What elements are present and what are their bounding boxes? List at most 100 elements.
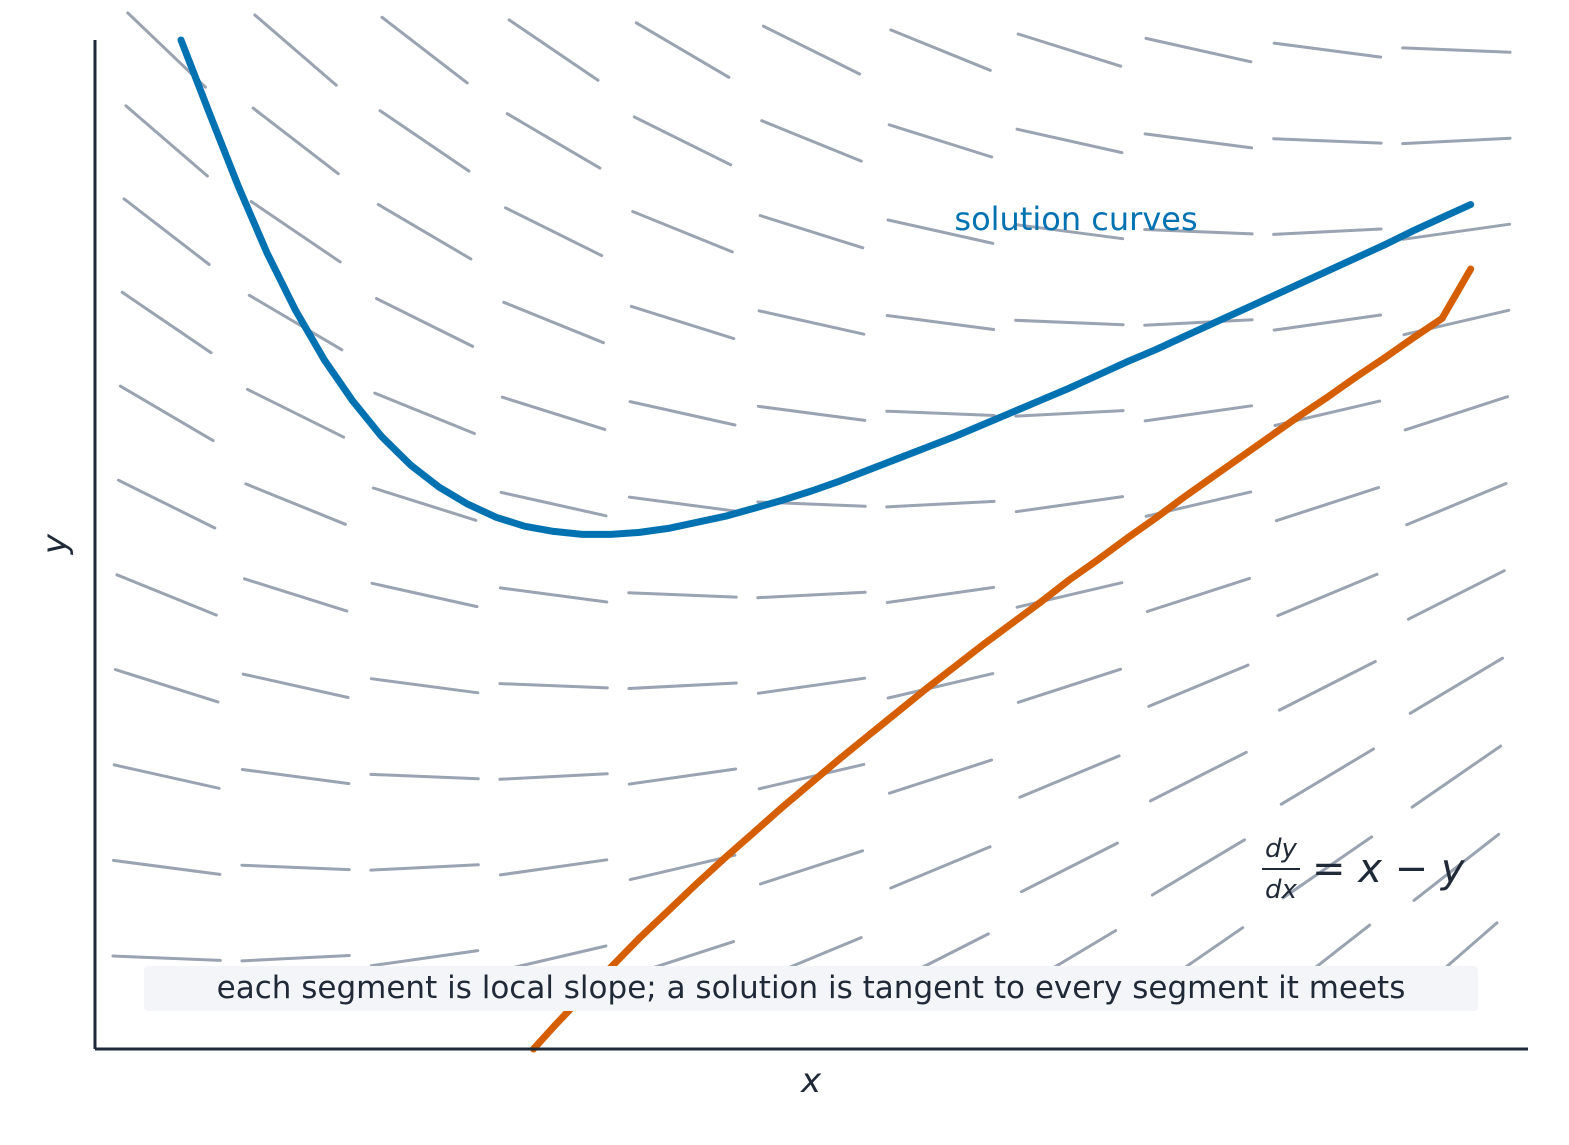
slope-segment [889, 845, 992, 890]
slope-segment [757, 762, 866, 791]
solution-curve-2 [530, 265, 1475, 1053]
slope-segment [1014, 223, 1125, 241]
slope-segment [507, 18, 600, 82]
slope-segment [629, 304, 736, 341]
slope-segment [498, 682, 609, 690]
slope-segment [631, 210, 734, 254]
slope-segment [756, 676, 867, 695]
slope-segment [1272, 137, 1383, 145]
slope-field [111, 11, 1512, 995]
slope-segment [1018, 754, 1121, 799]
slope-segment [1412, 832, 1501, 902]
slope-segment [1272, 227, 1383, 236]
slope-segment [375, 297, 475, 348]
slope-segment [885, 409, 996, 417]
slope-segment [887, 123, 994, 159]
slope-segment [1016, 667, 1123, 704]
slope-segment [1145, 576, 1251, 613]
slope-segment [889, 28, 992, 72]
slope-segment [369, 772, 480, 781]
slope-segment [1015, 127, 1124, 155]
slope-segment [242, 577, 349, 613]
slope-segment [885, 585, 996, 604]
slope-segment [628, 400, 737, 427]
slope-segment [756, 590, 867, 600]
y-axis-label: y [35, 533, 75, 555]
slope-segment [1020, 841, 1119, 894]
slope-segment [1401, 222, 1512, 241]
slope-segment [240, 863, 351, 872]
slope-segment [498, 586, 609, 604]
slope-segment [112, 763, 221, 790]
slope-segment [249, 200, 342, 264]
slope-segment [115, 573, 218, 617]
slope-segment [761, 24, 862, 76]
slope-segment [1143, 228, 1254, 236]
slope-segment [241, 672, 350, 699]
slope-segment [634, 21, 731, 79]
slope-segment [627, 681, 738, 690]
equation-label: dy dx = x − y [1262, 834, 1466, 905]
slope-segment [758, 214, 865, 250]
slope-segment [1276, 572, 1379, 618]
note-box: each segment is local slope; a solution … [144, 966, 1478, 1011]
slope-segment [111, 858, 222, 876]
slope-segment [498, 772, 609, 781]
solution-curve-1 [177, 36, 1475, 538]
slope-segment [1014, 495, 1125, 514]
slope-segment [1408, 656, 1504, 715]
solution-curves-annotation: solution curves [954, 200, 1197, 238]
slope-segment [1144, 36, 1253, 64]
slope-segment [120, 290, 213, 355]
slope-segment [1406, 569, 1506, 621]
slope-segment [499, 490, 608, 518]
slope-segment [1272, 41, 1383, 59]
slope-segment [503, 206, 604, 258]
slope-segment [756, 404, 867, 422]
slope-segment [1150, 838, 1246, 897]
equation-numerator: dy [1265, 834, 1298, 864]
slope-segment [632, 115, 733, 167]
slope-segment [885, 314, 996, 331]
slope-segment [118, 384, 215, 443]
slope-segment [760, 119, 863, 163]
slope-segment [1401, 46, 1512, 54]
slope-segment [1016, 32, 1123, 68]
slope-segment [886, 218, 995, 245]
slope-segment [117, 478, 217, 530]
slope-segment [758, 849, 865, 886]
slope-segment [1014, 409, 1125, 418]
slope-segment [887, 758, 994, 795]
slope-segment [1149, 750, 1248, 803]
slope-segment [1272, 313, 1383, 332]
slope-segment [380, 15, 469, 85]
slope-segment [1274, 486, 1380, 523]
slope-segment [378, 109, 471, 173]
slope-segment [628, 853, 737, 882]
slope-segment [1279, 747, 1375, 806]
slope-segment [244, 482, 347, 526]
slope-segment [1410, 744, 1503, 809]
slope-segment [111, 954, 222, 962]
slope-segment [500, 395, 607, 431]
slope-segment [1281, 835, 1374, 900]
slope-segment [1401, 136, 1512, 146]
slope-segment [246, 387, 346, 439]
slope-segment [113, 668, 220, 704]
slope-segment [498, 858, 609, 877]
note-text: each segment is local slope; a solution … [217, 970, 1406, 1006]
slope-segment [369, 863, 480, 872]
slope-segment [247, 293, 344, 352]
slope-segment [240, 954, 351, 963]
slope-segment [1405, 482, 1508, 527]
slope-segment [1015, 581, 1124, 609]
slope-segment [1143, 404, 1254, 423]
slope-segment [253, 13, 338, 87]
slope-segment [1014, 318, 1125, 327]
solution-curves [177, 36, 1475, 1053]
slope-segment [757, 309, 866, 336]
slope-segment [371, 486, 478, 522]
slope-segment [369, 677, 480, 695]
slope-segment [502, 300, 605, 345]
